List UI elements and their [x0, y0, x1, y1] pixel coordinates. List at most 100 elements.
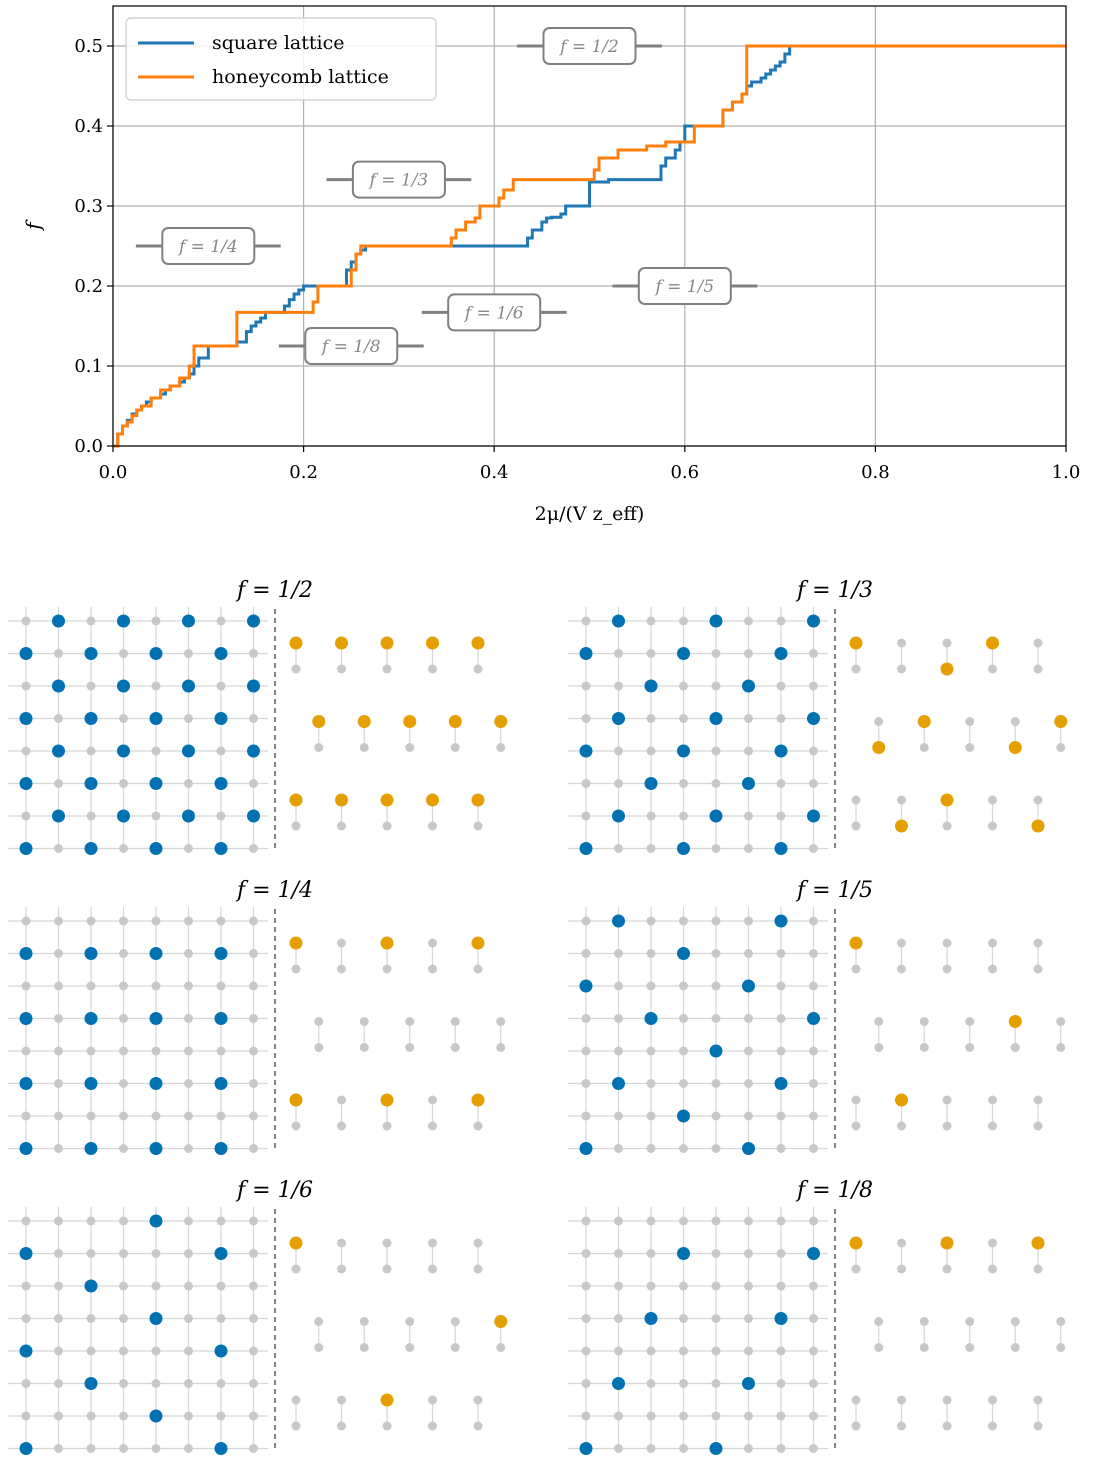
empty-site [744, 1046, 753, 1056]
empty-site [776, 1379, 786, 1388]
empty-site [249, 949, 258, 958]
empty-site [897, 1421, 906, 1431]
empty-site [249, 1314, 258, 1323]
occupied-site [849, 936, 863, 950]
empty-site [851, 821, 861, 831]
occupied-site [471, 793, 485, 807]
empty-site [711, 1281, 721, 1291]
empty-site [119, 1314, 128, 1323]
occupied-site [149, 1077, 163, 1090]
empty-site [119, 779, 128, 788]
empty-site [776, 1046, 786, 1056]
occupied-site [494, 715, 508, 728]
occupied-site [149, 842, 163, 855]
empty-site [744, 1014, 753, 1023]
empty-site [809, 1046, 818, 1056]
empty-site [496, 1017, 506, 1026]
empty-site [184, 1079, 193, 1088]
lattice-panel: f = 1/5 [568, 878, 1066, 1155]
empty-site [382, 1421, 392, 1431]
honeycomb-lattice [849, 1236, 1066, 1431]
x-tick-label: 0.0 [99, 462, 128, 483]
occupied-site [312, 715, 326, 728]
empty-site [119, 1346, 128, 1356]
occupied-site [612, 1377, 625, 1390]
empty-site [942, 1395, 952, 1405]
occupied-site [117, 614, 130, 628]
empty-site [614, 1014, 623, 1023]
empty-site [776, 681, 786, 691]
empty-site [581, 1014, 591, 1023]
lattice-panels: f = 1/2 f = 1/3 f = 1/4 f = 1/5 f = 1/6 f = 1… [8, 578, 1068, 1455]
empty-site [646, 1046, 656, 1056]
occupied-site [742, 979, 755, 993]
annotation-f-1-6: f = 1/6 [421, 293, 567, 332]
empty-site [851, 1095, 861, 1105]
empty-site [679, 1379, 688, 1388]
empty-site [679, 1444, 688, 1453]
empty-site [337, 1264, 346, 1274]
empty-site [184, 844, 193, 853]
occupied-site [380, 636, 394, 650]
occupied-site [149, 1409, 163, 1423]
empty-site [119, 1216, 128, 1226]
empty-site [151, 1346, 161, 1356]
occupied-site [494, 1315, 508, 1328]
occupied-site [19, 1344, 33, 1358]
honeycomb-lattice [849, 636, 1068, 833]
occupied-site [677, 647, 690, 660]
empty-site [1033, 638, 1043, 648]
empty-site [119, 1046, 128, 1056]
empty-site [988, 1238, 997, 1248]
empty-site [291, 821, 301, 831]
empty-site [496, 1343, 506, 1352]
empty-site [1056, 1343, 1066, 1352]
occupied-site [917, 715, 931, 728]
empty-site [965, 1017, 975, 1026]
empty-site [291, 1121, 301, 1131]
empty-site [776, 1249, 786, 1258]
empty-site [1033, 664, 1043, 674]
empty-site [428, 1421, 437, 1431]
occupied-site [774, 914, 788, 928]
occupied-site [84, 712, 98, 725]
annotation-f-1-5: f = 1/5 [612, 267, 758, 305]
occupied-site [1008, 1015, 1022, 1028]
empty-site [988, 664, 997, 674]
empty-site [54, 1111, 63, 1121]
empty-site [679, 1281, 688, 1291]
empty-site [581, 714, 591, 723]
empty-site [428, 821, 437, 831]
empty-site [581, 616, 591, 626]
occupied-site [849, 636, 863, 650]
occupied-site [612, 1077, 625, 1090]
empty-site [809, 1379, 818, 1388]
empty-site [1056, 743, 1066, 752]
empty-site [988, 1421, 997, 1431]
empty-site [776, 1444, 786, 1453]
empty-site [614, 1346, 623, 1356]
empty-site [184, 1314, 193, 1323]
empty-site [581, 916, 591, 926]
empty-site [581, 1249, 591, 1258]
empty-site [337, 1238, 346, 1248]
occupied-site [677, 1247, 690, 1260]
empty-site [809, 1411, 818, 1421]
occupied-site [579, 647, 593, 660]
empty-site [942, 1095, 952, 1105]
occupied-site [214, 1142, 228, 1155]
empty-site [119, 1281, 128, 1291]
empty-site [776, 1111, 786, 1121]
empty-site [314, 1043, 324, 1052]
empty-site [216, 616, 226, 626]
annotation-f-1-8: f = 1/8 [278, 327, 424, 365]
occupied-site [380, 1393, 394, 1407]
empty-site [54, 1249, 63, 1258]
empty-site [942, 964, 952, 974]
occupied-site [84, 647, 98, 660]
occupied-site [149, 777, 163, 790]
empty-site [86, 1249, 96, 1258]
empty-site [382, 821, 392, 831]
empty-site [1010, 1043, 1020, 1052]
empty-site [614, 779, 623, 788]
